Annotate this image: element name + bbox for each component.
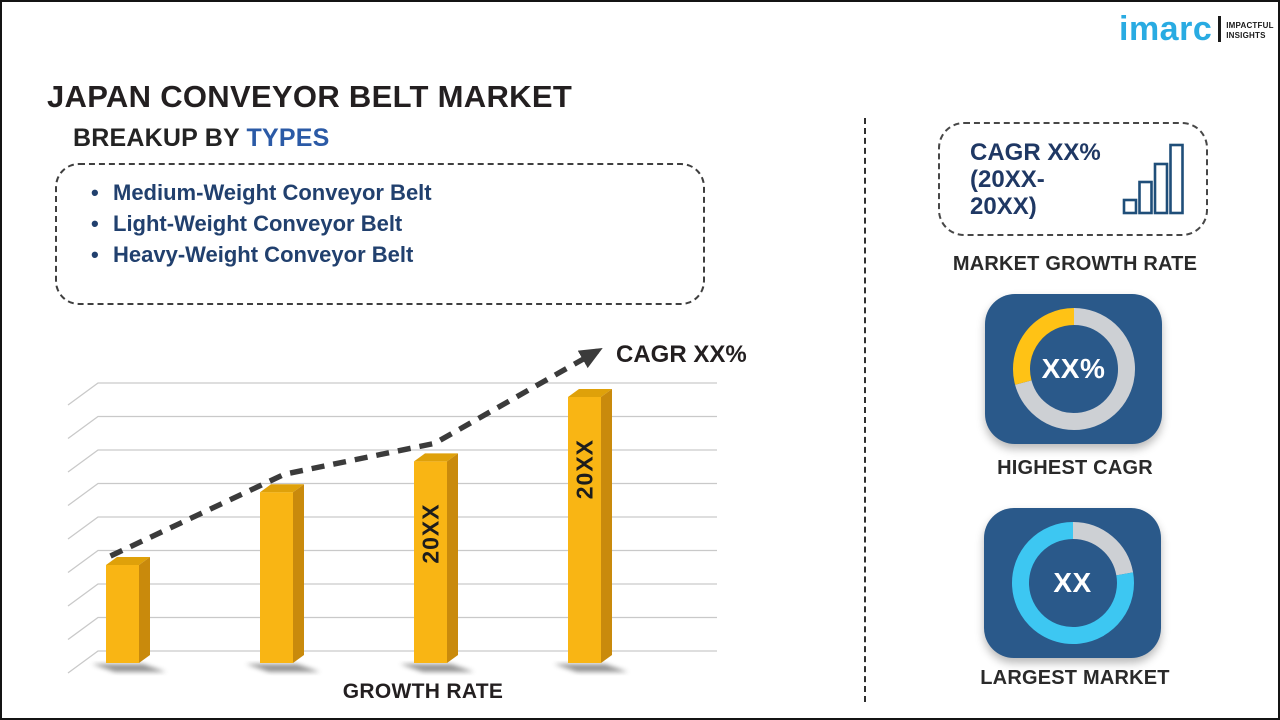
bar-chart-icon	[1122, 143, 1184, 215]
market-growth-rate-box: CAGR XX% (20XX-20XX)	[938, 122, 1208, 236]
highest-cagr-caption: HIGHEST CAGR	[997, 457, 1153, 479]
bar-year-label: 20XX	[572, 439, 598, 499]
growth-box-line2: (20XX-20XX)	[970, 165, 1045, 220]
chart-x-axis-label: GROWTH RATE	[342, 680, 504, 703]
bar-shadow	[246, 664, 320, 672]
bar-shadow	[554, 664, 628, 672]
highest-cagr-donut: XX%	[1012, 307, 1136, 431]
gridline	[67, 616, 717, 641]
growth-box-text: CAGR XX% (20XX-20XX)	[970, 139, 1108, 220]
breakup-type-item-3: Heavy-Weight Conveyor Belt	[91, 239, 703, 270]
gridline	[67, 650, 717, 674]
bar-1	[106, 557, 150, 663]
largest-market-value: XX	[1053, 567, 1092, 598]
gridline	[67, 415, 717, 440]
largest-market-caption: LARGEST MARKET	[980, 667, 1170, 689]
bar-shadow	[400, 664, 474, 672]
donut-ring	[1011, 522, 1134, 644]
breakup-heading: BREAKUP BY TYPES	[73, 124, 330, 153]
largest-market-donut: XX	[1011, 521, 1135, 645]
trend-cagr-label: CAGR XX%	[616, 341, 747, 368]
growth-box-line1: CAGR XX%	[970, 138, 1101, 166]
imarc-wordmark: imarc	[1119, 10, 1213, 48]
gridline	[67, 382, 717, 406]
bar-year-label: 20XX	[418, 503, 444, 563]
breakup-type-item-2: Light-Weight Conveyor Belt	[91, 208, 703, 239]
growth-rate-bar-chart: 20XX 20XX	[67, 348, 717, 674]
donut-segment	[1012, 308, 1074, 385]
bar-shadow	[92, 664, 166, 672]
logo-divider	[1218, 16, 1222, 42]
donut-ring	[1012, 308, 1135, 430]
breakup-heading-highlight: TYPES	[246, 124, 330, 152]
gridline	[67, 583, 717, 607]
gridline	[67, 449, 717, 473]
highest-cagr-tile: XX%	[985, 294, 1162, 444]
breakup-heading-prefix: BREAKUP BY	[73, 124, 247, 152]
trend-arrow-line	[109, 348, 603, 559]
bar-2	[260, 484, 304, 663]
logo-tagline: IMPACTFUL INSIGHTS	[1226, 21, 1273, 44]
donut-segment	[1072, 522, 1133, 576]
bar-3: 20XX	[414, 453, 458, 663]
bar-4: 20XX	[568, 389, 612, 663]
logo-tagline-line2: INSIGHTS	[1226, 31, 1266, 40]
logo-tagline-line1: IMPACTFUL	[1226, 21, 1274, 30]
largest-market-tile: XX	[984, 508, 1161, 658]
highest-cagr-value: XX%	[1041, 353, 1106, 384]
vertical-divider	[864, 118, 866, 702]
breakup-type-list: Medium-Weight Conveyor BeltLight-Weight …	[57, 165, 703, 270]
imarc-logo: imarc IMPACTFUL INSIGHTS	[1119, 10, 1274, 48]
gridline	[67, 516, 717, 540]
gridline	[67, 549, 717, 574]
donut-segment	[1011, 522, 1134, 644]
breakup-types-box: Medium-Weight Conveyor BeltLight-Weight …	[55, 163, 705, 305]
donut-segment	[1014, 308, 1135, 430]
breakup-type-item-1: Medium-Weight Conveyor Belt	[91, 177, 703, 208]
market-growth-rate-caption: MARKET GROWTH RATE	[952, 253, 1198, 275]
gridline	[67, 482, 717, 507]
page-title: JAPAN CONVEYOR BELT MARKET	[47, 78, 573, 114]
